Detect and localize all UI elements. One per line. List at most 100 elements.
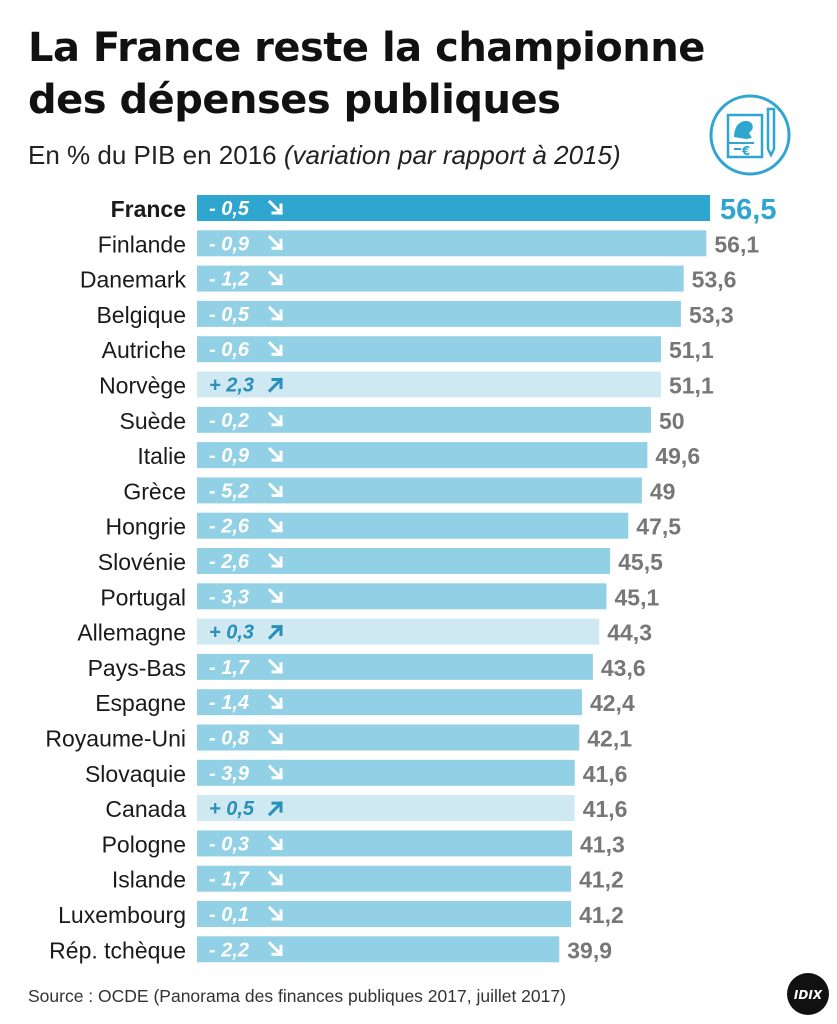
bar [197, 830, 572, 857]
category-label: Luxembourg [58, 902, 186, 928]
arrow-down-right-icon [267, 835, 284, 851]
change-label: - 0,9 [209, 233, 250, 255]
bar [197, 759, 575, 786]
category-label: Slovénie [98, 549, 186, 575]
category-label: Finlande [98, 231, 186, 257]
category-label: Islande [112, 867, 186, 893]
arrow-down-right-icon [267, 552, 284, 569]
value-label: 51,1 [669, 373, 714, 399]
change-label: - 0,9 [209, 445, 250, 467]
value-label: 43,6 [601, 655, 646, 681]
change-label: + 0,5 [209, 798, 255, 820]
value-label: 42,4 [590, 690, 635, 716]
bar [197, 901, 572, 927]
category-label: Belgique [96, 302, 186, 328]
value-label: 53,3 [689, 302, 734, 328]
category-label: Hongrie [105, 514, 186, 540]
change-label: - 0,2 [209, 410, 249, 432]
arrow-down-right-icon [267, 517, 284, 533]
value-label: 56,5 [720, 194, 776, 226]
category-label: Royaume-Uni [45, 726, 186, 752]
value-label: 49 [650, 478, 676, 504]
change-label: - 0,5 [209, 198, 250, 220]
change-label: - 1,7 [209, 869, 250, 891]
chart-title: La France reste la championne des dépens… [28, 22, 728, 126]
category-label: France [111, 196, 186, 222]
value-label: 51,1 [669, 337, 714, 363]
arrow-down-right-icon [267, 305, 284, 322]
change-label: - 3,9 [209, 763, 250, 785]
bar [197, 300, 681, 327]
category-label: Portugal [100, 584, 186, 610]
bar [197, 548, 611, 574]
bar [197, 477, 642, 504]
change-label: - 2,2 [209, 939, 249, 961]
bar [197, 336, 661, 363]
category-label: Danemark [80, 267, 187, 293]
title-line-2: des dépenses publiques [28, 77, 561, 123]
change-label: - 0,8 [209, 728, 250, 750]
arrow-down-right-icon [267, 482, 284, 498]
change-label: - 0,3 [209, 833, 249, 855]
change-label: - 5,2 [209, 480, 249, 502]
source-note: Source : OCDE (Panorama des finances pub… [28, 986, 566, 1006]
category-label: Norvège [99, 373, 186, 399]
value-label: 41,2 [579, 867, 624, 893]
value-label: 41,2 [579, 902, 624, 928]
category-label: Slovaquie [85, 761, 186, 787]
bar [197, 865, 572, 892]
arrow-down-right-icon [267, 870, 284, 886]
change-label: - 1,7 [209, 657, 250, 679]
svg-text:€: € [741, 144, 750, 158]
category-label: Pays-Bas [88, 655, 186, 681]
value-label: 39,9 [567, 937, 612, 963]
value-label: 45,5 [618, 549, 663, 575]
arrow-down-right-icon [267, 729, 284, 745]
arrow-down-right-icon [267, 941, 284, 957]
value-label: 44,3 [607, 620, 652, 646]
chart-subtitle: En % du PIB en 2016 (variation par rappo… [28, 140, 621, 171]
arrow-down-right-icon [267, 411, 284, 427]
bar [197, 653, 593, 680]
arrow-down-right-icon [267, 199, 284, 216]
change-label: - 1,2 [209, 269, 249, 291]
value-label: 50 [659, 408, 685, 434]
category-label: Espagne [95, 690, 186, 716]
arrow-down-right-icon [267, 764, 284, 780]
title-line-1: La France reste la championne [28, 25, 705, 71]
change-label: - 3,3 [209, 586, 249, 608]
idix-logo: IDIX [787, 973, 829, 1015]
value-label: 41,6 [583, 796, 628, 822]
arrow-down-right-icon [267, 446, 284, 463]
bar [197, 442, 648, 469]
arrow-up-right-icon [267, 800, 284, 817]
change-label: + 0,3 [209, 622, 254, 644]
value-label: 56,1 [714, 231, 759, 257]
bar [197, 265, 684, 292]
category-label: Allemagne [77, 620, 186, 646]
arrow-up-right-icon [267, 624, 284, 640]
category-label: Canada [105, 796, 186, 822]
change-label: - 2,6 [209, 516, 250, 538]
value-label: 53,6 [692, 267, 737, 293]
change-label: - 0,5 [209, 304, 250, 326]
bar [197, 936, 560, 963]
bar [197, 618, 600, 645]
bar [197, 512, 629, 539]
change-label: - 2,6 [209, 551, 250, 573]
arrow-down-right-icon [267, 905, 284, 922]
arrow-down-right-icon [267, 235, 284, 251]
value-label: 41,3 [580, 831, 625, 857]
arrow-down-right-icon [267, 694, 284, 710]
change-label: - 0,6 [209, 339, 250, 361]
category-label: Suède [119, 408, 186, 434]
bar [197, 583, 607, 610]
arrow-down-right-icon [267, 341, 284, 357]
subtitle-main: En % du PIB en 2016 [28, 140, 277, 170]
bar [197, 371, 661, 398]
category-label: Autriche [102, 337, 186, 363]
category-label: Pologne [102, 831, 186, 857]
value-label: 42,1 [587, 726, 632, 752]
bar [197, 230, 707, 257]
change-label: + 2,3 [209, 375, 254, 397]
